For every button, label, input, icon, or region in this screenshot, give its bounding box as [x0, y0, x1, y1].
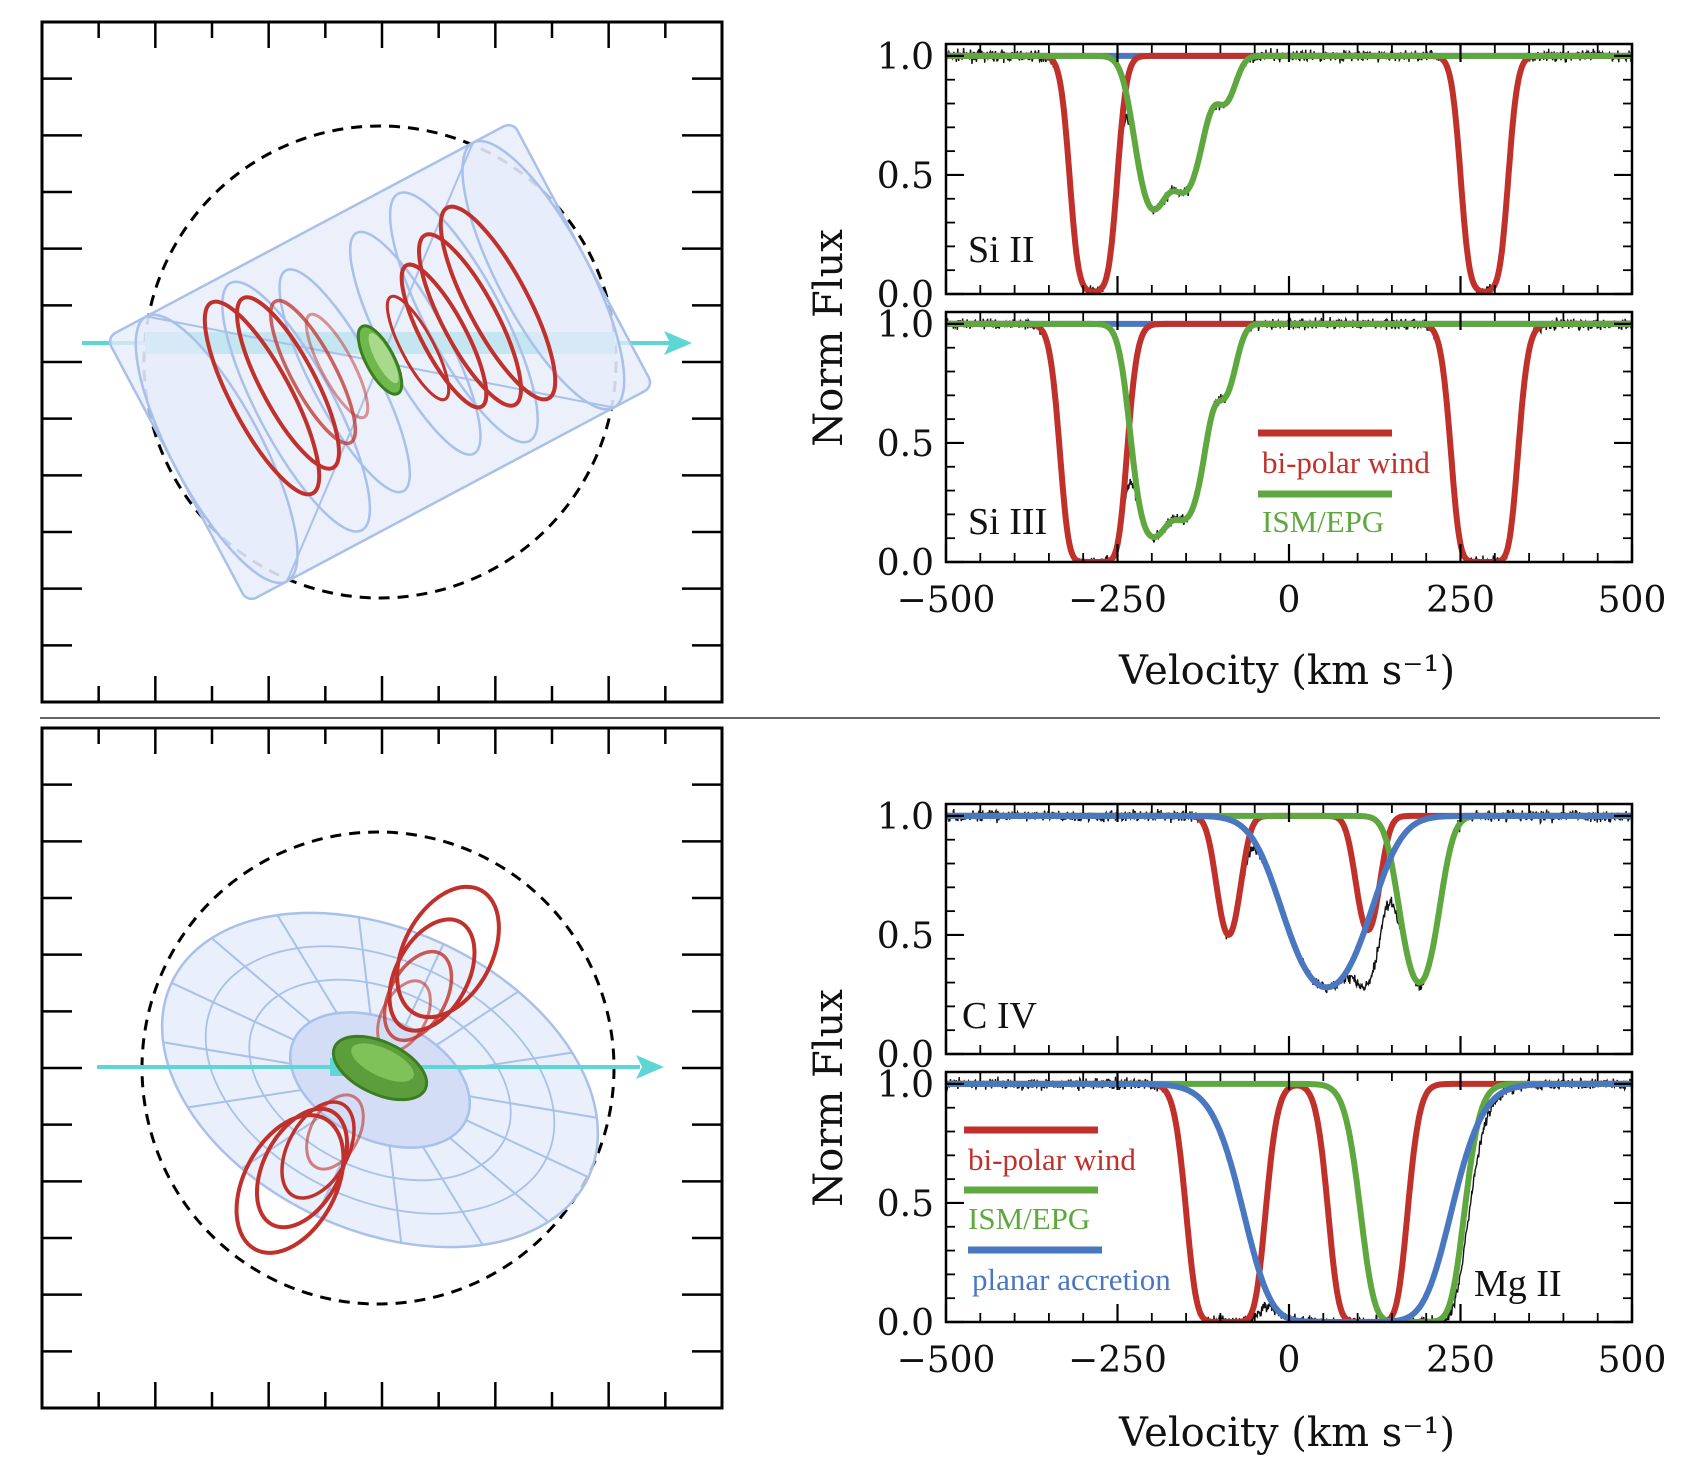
schematic-ticks: [42, 22, 722, 702]
schematic-ticks: [42, 728, 722, 1408]
y-tick-label: 0.0: [877, 1303, 934, 1344]
legend-label-wind: bi-polar wind: [968, 1142, 1136, 1177]
ion-label-si-ii: Si II: [968, 229, 1035, 271]
y-tick-label: 0.5: [877, 1184, 934, 1225]
legend-label-ism: ISM/EPG: [968, 1201, 1090, 1236]
model-ism-epg: [946, 812, 1632, 986]
x-axis-title: Velocity (km s⁻¹): [1118, 1410, 1455, 1456]
x-tick-label: 250: [1426, 1340, 1495, 1381]
spectra-bottom-panel: 0.00.51.0 0.00.51.0−500 −250 0 250 500 C IV …: [806, 797, 1666, 1456]
x-axis-title: Velocity (km s⁻¹): [1118, 648, 1455, 694]
bottom-schematic: [40, 726, 724, 1410]
disk-spoke: [422, 1146, 484, 1246]
spectrum-si-iii: 0.0 0.5 1.0 −500 −250 0 250 500: [877, 305, 1667, 621]
x-tick-label: −250: [1068, 1340, 1167, 1381]
galaxy-disk: [331, 1034, 429, 1102]
spectra-top-panel: 0.0 0.5 1.0 0.0 0.5 1.0 −500 −250 0 250 500 Si II…: [806, 37, 1666, 694]
disk-spoke: [211, 937, 311, 1023]
x-tick-label: 500: [1598, 580, 1667, 621]
data-spectrum: [946, 808, 1632, 994]
legend-top: bi-polar wind ISM/EPG: [1258, 429, 1430, 539]
legend-label-wind: bi-polar wind: [1262, 445, 1430, 480]
disk-spoke: [171, 981, 295, 1041]
y-tick-label: 0.0: [877, 275, 934, 316]
x-tick-label: 0: [1278, 1340, 1301, 1381]
model-ism-epg: [946, 52, 1632, 213]
disk-spoke: [357, 917, 372, 1015]
y-tick-label: 0.0: [877, 1035, 934, 1076]
disk-spoke: [241, 1114, 325, 1170]
sightline-arrow-icon: [636, 1055, 664, 1079]
x-tick-label: −500: [897, 1340, 996, 1381]
spectrum-si-ii: 0.0 0.5 1.0: [877, 37, 1634, 316]
disk-ring: [204, 945, 556, 1215]
ion-label-si-iii: Si III: [968, 501, 1047, 543]
plot-area: [946, 808, 1632, 994]
y-tick-label: 1.0: [877, 305, 934, 346]
y-tick-label: 0.5: [877, 424, 934, 465]
x-tick-label: 500: [1598, 1340, 1667, 1381]
y-tick-label: 1.0: [877, 797, 934, 838]
spectrum-mg-ii: 0.0 0.5 1.0 −500 −250 0 250 500: [877, 1065, 1667, 1381]
ion-label-mg-ii: Mg II: [1474, 1263, 1562, 1305]
disk-spoke: [469, 1095, 598, 1119]
x-tick-label: 0: [1278, 580, 1301, 621]
y-tick-label: 1.0: [877, 1065, 934, 1106]
disk-spoke: [465, 1119, 589, 1179]
legend-label-accretion: planar accretion: [972, 1262, 1171, 1297]
x-tick-label: 250: [1426, 580, 1495, 621]
y-tick-label: 0.5: [877, 916, 934, 957]
disk-spoke: [388, 1145, 403, 1243]
wind-rings: [202, 204, 558, 497]
y-tick-label: 1.0: [877, 37, 934, 78]
disk-spoke: [162, 1041, 291, 1065]
disk-spoke: [276, 914, 338, 1014]
y-axis-title: Norm Flux: [806, 229, 852, 447]
legend-label-ism: ISM/EPG: [1262, 504, 1384, 539]
x-tick-label: −500: [897, 580, 996, 621]
galaxy-disk: [356, 324, 404, 396]
wind-cone-lower: [234, 1093, 365, 1255]
spectrum-c-iv: 0.0 0.5 1.0: [877, 797, 1634, 1076]
model-bi-polar-wind: [946, 812, 1632, 938]
y-axis-title: Norm Flux: [806, 989, 852, 1207]
axes-frame: [944, 42, 1634, 296]
disk-spoke: [187, 1089, 302, 1109]
legend-bottom: bi-polar wind ISM/EPG planar accretion: [964, 1126, 1171, 1297]
x-tick-label: −250: [1068, 580, 1167, 621]
disk-spoke: [449, 1137, 549, 1223]
plot-area: [946, 47, 1632, 294]
data-spectrum: [946, 47, 1632, 294]
model-planar-accretion: [946, 812, 1632, 991]
y-tick-label: 0.5: [877, 156, 934, 197]
sightline-arrow-icon: [664, 331, 692, 355]
disk-spoke: [435, 990, 519, 1046]
y-tick-label: 0.0: [877, 543, 934, 584]
model-bi-polar-wind: [946, 52, 1632, 294]
ion-label-c-iv: C IV: [962, 995, 1038, 1037]
top-schematic: [40, 20, 724, 704]
